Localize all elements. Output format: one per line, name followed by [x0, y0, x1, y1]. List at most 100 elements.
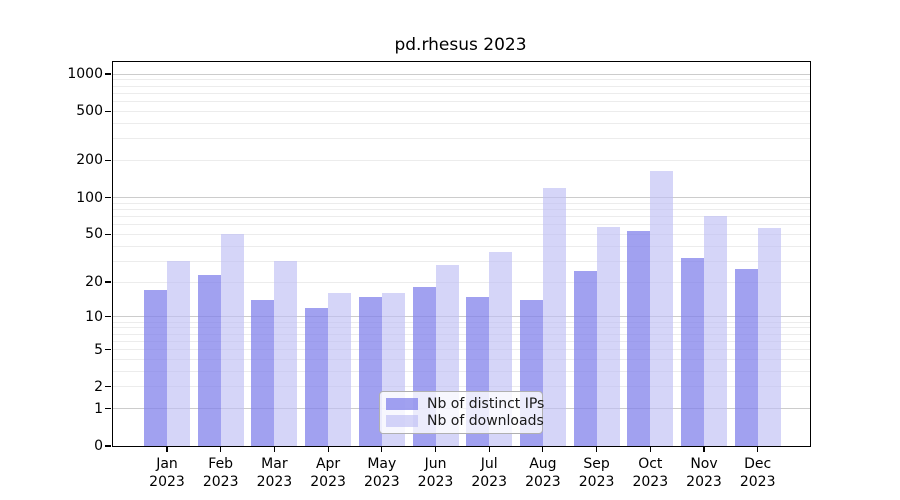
y-tick-label: 5	[94, 341, 103, 358]
y-tick-mark	[105, 73, 111, 75]
x-tick-label-may: May 2023	[340, 455, 424, 491]
minor-gridline	[113, 159, 810, 161]
bar-nb-of-distinct-ips-dec	[734, 268, 758, 446]
major-gridline	[113, 197, 810, 198]
x-tick-mark	[649, 446, 651, 452]
bar-nb-of-distinct-ips-oct	[627, 231, 651, 446]
minor-gridline	[113, 349, 810, 351]
x-tick-label-dec: Dec 2023	[716, 455, 800, 491]
minor-gridline	[113, 245, 810, 247]
x-tick-month: Jul	[480, 456, 498, 472]
y-tick-label: 50	[85, 226, 103, 243]
bar-nb-of-distinct-ips-mar	[251, 300, 275, 446]
x-tick-month: May	[367, 456, 397, 472]
minor-gridline	[113, 233, 810, 235]
minor-gridline	[113, 85, 810, 87]
bar-nb-of-downloads-oct	[650, 170, 674, 446]
legend: Nb of distinct IPs Nb of downloads	[379, 391, 544, 434]
y-tick-mark	[105, 196, 111, 199]
x-tick-year: 2023	[256, 474, 293, 490]
minor-gridline	[113, 92, 810, 94]
bar-nb-of-distinct-ips-feb	[197, 274, 221, 446]
bar-nb-of-distinct-ips-sep	[573, 270, 597, 446]
minor-gridline	[113, 260, 810, 262]
x-tick-month: Sep	[583, 456, 610, 472]
legend-swatch-distinct-ips	[386, 398, 418, 410]
x-tick-year: 2023	[686, 474, 722, 490]
x-tick-label-aug: Aug 2023	[501, 455, 585, 491]
x-tick-label-jun: Jun 2023	[394, 455, 478, 491]
minor-gridline	[113, 100, 810, 102]
x-tick-year: 2023	[578, 474, 615, 490]
x-tick-year: 2023	[202, 474, 239, 490]
y-tick-label: 1000	[67, 66, 103, 82]
chart-title: pd.rhesus 2023	[394, 35, 527, 55]
minor-gridline	[113, 333, 810, 335]
x-tick-label-feb: Feb 2023	[179, 455, 263, 491]
minor-gridline	[113, 321, 810, 323]
x-tick-mark	[757, 446, 759, 452]
bar-nb-of-downloads-apr	[328, 293, 352, 446]
x-tick-month: Feb	[208, 456, 234, 472]
major-gridline	[113, 316, 810, 318]
x-tick-year: 2023	[471, 474, 507, 490]
minor-gridline	[113, 110, 810, 112]
y-tick-label: 100	[76, 189, 103, 206]
minor-gridline	[113, 340, 810, 342]
bar-nb-of-downloads-feb	[220, 234, 244, 446]
plot-area: 0 1 2 5 10 20 50 100 200 500 1000 Jan 2023 Feb 2023 Mar…	[67, 61, 811, 490]
minor-gridline	[113, 79, 810, 81]
y-tick-label: 20	[85, 274, 103, 291]
minor-gridline	[113, 224, 810, 226]
minor-gridline	[113, 122, 810, 124]
x-tick-month: Jan	[156, 456, 178, 472]
y-tick-mark	[105, 348, 111, 351]
minor-gridline	[113, 281, 810, 283]
bar-nb-of-downloads-dec	[757, 228, 781, 446]
y-tick-mark	[105, 386, 111, 388]
minor-gridline	[113, 386, 810, 388]
x-tick-month: Oct	[638, 456, 663, 472]
x-tick-mark	[703, 446, 705, 452]
x-tick-month: Mar	[261, 456, 288, 472]
y-tick-label: 500	[76, 103, 103, 120]
x-tick-month: Aug	[529, 456, 557, 472]
x-tick-label-mar: Mar 2023	[232, 455, 316, 491]
x-tick-year: 2023	[525, 474, 561, 490]
x-tick-label-apr: Apr 2023	[286, 455, 370, 491]
minor-gridline	[113, 138, 810, 140]
bar-nb-of-downloads-jan	[167, 261, 190, 446]
x-tick-label-sep: Sep 2023	[555, 455, 639, 491]
x-tick-year: 2023	[739, 474, 776, 490]
y-tick-label: 1	[94, 400, 103, 417]
y-tick-mark	[105, 408, 111, 410]
legend-item-downloads: Nb of downloads	[386, 413, 544, 429]
legend-item-distinct-ips: Nb of distinct IPs	[386, 396, 544, 412]
x-tick-label-nov: Nov 2023	[662, 455, 746, 491]
minor-gridline	[113, 202, 810, 204]
y-tick-mark	[105, 445, 111, 447]
x-tick-year: 2023	[310, 474, 346, 490]
x-tick-mark	[327, 446, 329, 452]
x-tick-mark	[434, 446, 437, 452]
y-tick-label: 10	[85, 308, 103, 325]
x-tick-year: 2023	[632, 474, 669, 490]
minor-gridline	[113, 215, 810, 217]
x-tick-month: Jun	[424, 456, 447, 472]
bar-nb-of-downloads-mar	[274, 261, 298, 446]
bar-nb-of-distinct-ips-nov	[681, 257, 704, 446]
x-tick-month: Nov	[690, 456, 718, 472]
minor-gridline	[113, 327, 810, 329]
x-tick-mark	[166, 446, 168, 452]
x-tick-year: 2023	[363, 474, 400, 490]
x-tick-label-jul: Jul 2023	[447, 455, 531, 491]
y-tick-mark	[105, 316, 111, 318]
bar-nb-of-downloads-aug	[542, 187, 566, 446]
y-tick-label: 0	[94, 438, 103, 454]
x-tick-month: Apr	[315, 456, 341, 472]
y-tick-mark	[105, 233, 111, 235]
x-tick-month: Dec	[744, 456, 772, 472]
y-tick-mark	[105, 110, 111, 112]
x-tick-label-jan: Jan 2023	[125, 455, 209, 491]
